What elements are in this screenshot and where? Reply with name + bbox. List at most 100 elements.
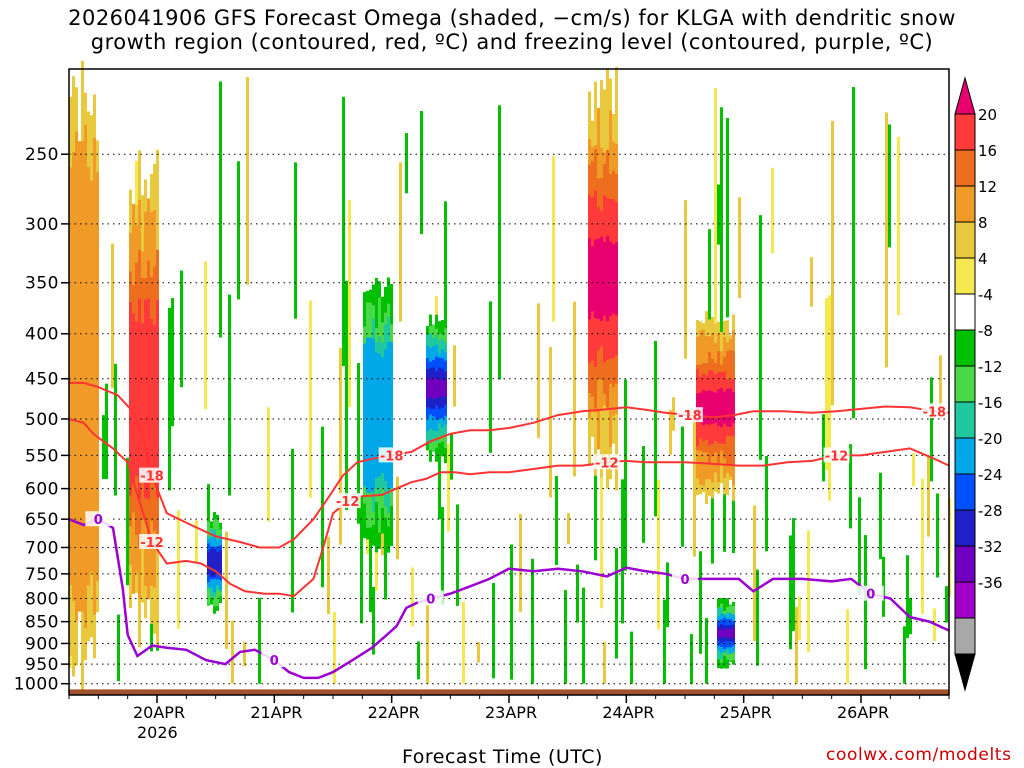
contour-label-bg [139, 467, 166, 483]
y-tick-label: 950 [25, 655, 59, 675]
omega-cell [537, 303, 540, 438]
colorbar-swatch [954, 473, 976, 511]
x-tick-label: 23APR [485, 703, 538, 722]
omega-cell [441, 507, 444, 605]
omega-cell [723, 391, 726, 424]
colorbar-label: 4 [978, 250, 988, 268]
omega-cell [363, 344, 366, 486]
omega-cell [69, 167, 72, 586]
colorbar-swatch [954, 257, 976, 295]
omega-cell [912, 452, 915, 487]
omega-cell [75, 131, 78, 622]
omega-cell [723, 629, 726, 638]
omega-cell [729, 388, 732, 427]
omega-cell [216, 551, 219, 574]
omega-cell [195, 520, 198, 562]
omega-cell [582, 587, 585, 684]
contour-label-bg [593, 454, 620, 470]
omega-cell [345, 281, 348, 511]
omega-cell [291, 449, 294, 613]
omega-cell [600, 236, 603, 321]
colorbar-swatch [954, 149, 976, 187]
omega-cell [243, 641, 246, 667]
colorbar-label: 8 [978, 214, 988, 232]
omega-cell [438, 379, 441, 398]
omega-cell [576, 564, 579, 623]
omega-cell [231, 620, 234, 684]
x-tick-label: 25APR [719, 703, 772, 722]
omega-cell [411, 567, 414, 627]
omega-cell [624, 379, 627, 571]
omega-cell [171, 298, 174, 427]
omega-cell [945, 586, 948, 623]
omega-cell [450, 434, 453, 480]
omega-cell [717, 389, 720, 426]
omega-cell [789, 535, 792, 650]
colorbar-swatch [954, 365, 976, 403]
omega-cell [435, 378, 438, 398]
omega-cell [669, 410, 672, 455]
omega-cell [84, 124, 87, 629]
colorbar-label: -12 [978, 358, 1003, 376]
omega-cell [732, 628, 735, 638]
omega-cell [831, 120, 834, 406]
y-tick-label: 1000 [14, 675, 59, 695]
contour-label: -18 [380, 449, 404, 464]
colorbar-arrow-bottom [954, 653, 976, 692]
omega-cell [927, 455, 930, 537]
omega-cell [879, 472, 882, 560]
y-tick-label: 700 [25, 538, 59, 558]
omega-cell [630, 631, 633, 684]
omega-cell [366, 337, 369, 493]
contour-label: -12 [825, 449, 849, 464]
omega-cell [417, 641, 420, 680]
colorbar-label: 20 [978, 106, 997, 124]
colorbar-swatch [954, 617, 976, 655]
omega-cell [372, 586, 375, 655]
omega-cell [105, 383, 108, 480]
omega-cell [93, 138, 96, 615]
omega-cell [477, 641, 480, 663]
omega-cell [807, 530, 810, 653]
y-tick-label: 400 [25, 325, 59, 345]
ground-strip [69, 689, 949, 695]
omega-cell [510, 544, 513, 680]
colorbar-label: -32 [978, 538, 1003, 556]
contour-label-bg [823, 447, 850, 463]
omega-cell [930, 377, 933, 482]
omega-cell [549, 347, 552, 498]
omega-cell [375, 549, 378, 591]
contour-label-bg [334, 493, 361, 509]
omega-cell [810, 257, 813, 307]
omega-cell [87, 167, 90, 586]
omega-cell [309, 300, 312, 498]
contour-label-bg [378, 447, 405, 463]
omega-cell [654, 340, 657, 517]
colorbar-label: 16 [978, 142, 997, 160]
x-tick-label: 26APR [837, 703, 890, 722]
omega-cell [771, 167, 774, 254]
y-tick-label: 850 [25, 613, 59, 633]
omega-cell [246, 77, 249, 285]
omega-cell [369, 337, 372, 493]
y-tick-label: 900 [25, 634, 59, 654]
omega-cell [684, 200, 687, 359]
omega-cell [441, 379, 444, 397]
omega-cell [849, 444, 852, 529]
omega-cell [333, 612, 336, 684]
contour-label-bg [85, 511, 112, 527]
omega-cell [396, 476, 399, 560]
omega-cell [666, 562, 669, 628]
omega-cell [897, 136, 900, 316]
omega-cell [381, 357, 384, 473]
colorbar-label: -24 [978, 466, 1003, 484]
omega-cell [594, 406, 597, 561]
omega-cell [621, 479, 624, 624]
omega-cell [759, 215, 762, 461]
omega-cell [489, 301, 492, 453]
colorbar-swatch [954, 185, 976, 223]
omega-cell [102, 415, 105, 480]
omega-cell [378, 353, 381, 477]
omega-cell [564, 590, 567, 684]
omega-cell [846, 609, 849, 684]
